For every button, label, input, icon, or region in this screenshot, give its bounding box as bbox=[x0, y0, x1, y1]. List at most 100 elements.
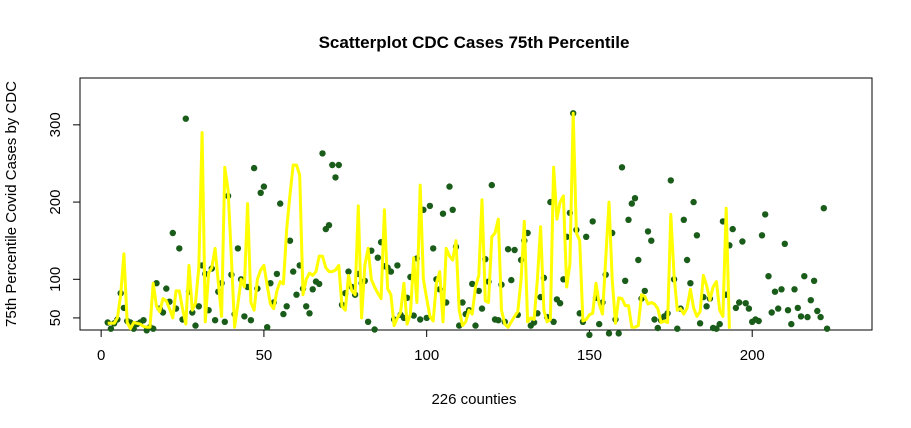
data-point bbox=[221, 318, 228, 325]
data-point bbox=[817, 313, 824, 321]
data-point bbox=[329, 161, 336, 169]
data-point bbox=[469, 280, 476, 288]
data-point bbox=[739, 238, 746, 245]
data-point bbox=[550, 318, 557, 325]
data-point bbox=[417, 316, 424, 323]
data-point bbox=[674, 325, 681, 332]
data-point bbox=[211, 317, 219, 324]
data-point bbox=[693, 232, 701, 239]
data-point bbox=[807, 297, 814, 304]
data-point bbox=[788, 320, 795, 328]
data-point bbox=[286, 237, 294, 244]
data-point bbox=[644, 228, 652, 235]
data-point bbox=[696, 320, 704, 327]
data-point bbox=[504, 246, 512, 253]
data-point bbox=[765, 273, 772, 280]
x-axis: 0 50 100 150 200 bbox=[97, 329, 765, 364]
data-point bbox=[439, 210, 447, 217]
data-point bbox=[703, 303, 710, 310]
data-point bbox=[641, 287, 648, 295]
data-points bbox=[104, 110, 831, 339]
data-point bbox=[768, 309, 775, 316]
data-point bbox=[511, 246, 518, 254]
data-point bbox=[430, 245, 437, 252]
data-point bbox=[176, 245, 183, 252]
x-tick-label: 100 bbox=[414, 347, 439, 364]
data-point bbox=[264, 324, 271, 331]
y-axis-label: 75th Percentile Covid Cases by CDC bbox=[3, 81, 20, 327]
data-point bbox=[775, 305, 782, 312]
data-point bbox=[316, 280, 323, 288]
data-point bbox=[762, 211, 769, 218]
data-point bbox=[335, 161, 342, 169]
data-point bbox=[247, 317, 255, 324]
data-point bbox=[475, 287, 482, 295]
data-point bbox=[716, 320, 723, 328]
trend-line bbox=[107, 111, 731, 331]
data-point bbox=[804, 313, 811, 321]
data-point bbox=[778, 286, 785, 293]
data-point bbox=[755, 317, 762, 325]
data-point bbox=[823, 325, 831, 332]
data-point bbox=[820, 205, 827, 212]
data-point bbox=[426, 202, 434, 210]
data-point bbox=[192, 322, 199, 329]
x-tick-label: 150 bbox=[577, 347, 602, 364]
data-point bbox=[182, 115, 189, 122]
data-point bbox=[690, 198, 697, 206]
data-point bbox=[758, 232, 766, 239]
data-point bbox=[107, 325, 115, 332]
data-point bbox=[332, 174, 339, 181]
y-axis: 50 100 200 300 bbox=[47, 112, 81, 327]
data-point bbox=[618, 164, 626, 171]
data-point bbox=[189, 309, 196, 316]
data-point bbox=[472, 322, 479, 329]
data-point bbox=[364, 318, 372, 325]
data-point bbox=[732, 304, 740, 312]
data-point bbox=[648, 237, 655, 244]
data-point bbox=[791, 286, 798, 293]
data-point bbox=[387, 268, 395, 275]
data-point bbox=[814, 307, 821, 315]
data-point bbox=[306, 310, 313, 317]
data-point bbox=[713, 325, 720, 332]
data-point bbox=[801, 273, 808, 280]
data-point bbox=[277, 200, 284, 207]
data-point bbox=[745, 305, 753, 312]
data-point bbox=[784, 307, 792, 314]
data-point bbox=[687, 280, 694, 287]
data-point bbox=[771, 288, 779, 295]
data-point bbox=[293, 291, 300, 298]
data-point bbox=[651, 316, 658, 323]
data-point bbox=[250, 164, 258, 172]
data-point bbox=[625, 216, 632, 223]
x-tick-label: 0 bbox=[97, 347, 105, 364]
data-point bbox=[654, 324, 661, 332]
data-point bbox=[459, 299, 466, 306]
data-point bbox=[605, 330, 613, 337]
data-point bbox=[530, 319, 538, 326]
data-point bbox=[615, 330, 622, 337]
data-point bbox=[241, 313, 248, 320]
data-point bbox=[589, 218, 596, 225]
data-point bbox=[374, 254, 381, 261]
data-point bbox=[781, 240, 788, 247]
data-point bbox=[508, 276, 515, 284]
data-point bbox=[267, 280, 274, 287]
data-point bbox=[234, 245, 242, 252]
data-point bbox=[394, 262, 401, 269]
data-point bbox=[163, 285, 170, 292]
data-point bbox=[742, 300, 749, 307]
y-tick-label: 50 bbox=[47, 310, 64, 327]
data-point bbox=[586, 331, 593, 339]
data-point bbox=[680, 216, 687, 223]
data-point bbox=[140, 317, 147, 324]
data-point bbox=[423, 314, 430, 322]
data-point bbox=[273, 270, 281, 278]
series-line bbox=[107, 111, 731, 331]
data-point bbox=[797, 313, 805, 320]
data-point bbox=[478, 305, 486, 312]
data-point bbox=[635, 256, 642, 264]
data-point bbox=[319, 150, 326, 157]
data-point bbox=[169, 229, 176, 237]
